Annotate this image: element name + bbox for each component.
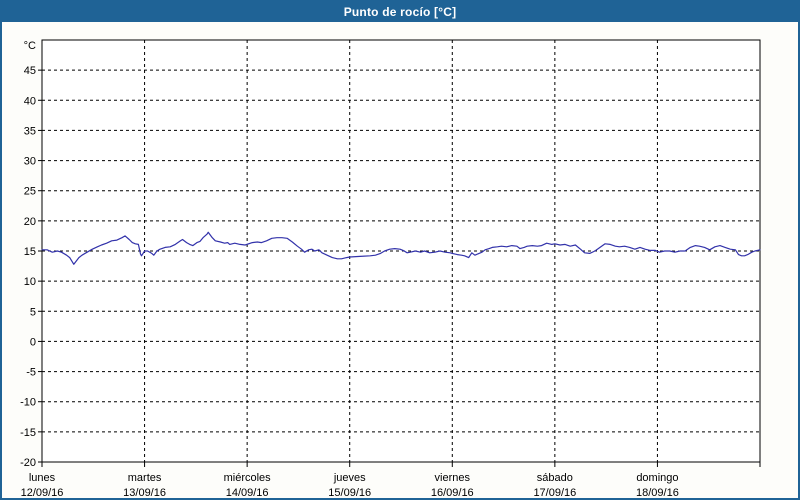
dew-point-series-line <box>41 231 761 265</box>
y-tick-label: -10 <box>20 397 36 409</box>
y-tick-label: 10 <box>24 276 36 288</box>
y-tick-label: -20 <box>20 457 36 469</box>
x-day-label: sábado <box>537 472 573 484</box>
x-day-label: viernes <box>435 472 471 484</box>
y-tick-label: -5 <box>26 367 36 379</box>
x-day-label: miércoles <box>224 472 272 484</box>
y-axis-unit-label: °C <box>24 40 36 52</box>
y-tick-label: 25 <box>24 186 36 198</box>
y-tick-label: 45 <box>24 65 36 77</box>
chart-area: 45 40 35 30 25 20 15 10 5 0 -5 -10 -15 -20 °C lunes 12/0… <box>2 22 798 498</box>
x-date-label: 17/09/16 <box>533 487 576 498</box>
plot-area <box>41 39 761 463</box>
x-date-label: 15/09/16 <box>328 487 371 498</box>
x-day-label: domingo <box>636 472 678 484</box>
x-date-label: 12/09/16 <box>21 487 64 498</box>
x-date-label: 16/09/16 <box>431 487 474 498</box>
x-day-label: martes <box>128 472 162 484</box>
y-tick-label: -15 <box>20 427 36 439</box>
y-tick-label: 30 <box>24 156 36 168</box>
dew-point-chart: 45 40 35 30 25 20 15 10 5 0 -5 -10 -15 -20 °C lunes 12/0… <box>20 39 761 498</box>
x-date-label: 18/09/16 <box>636 487 679 498</box>
y-tick-label: 35 <box>24 125 36 137</box>
chart-title-bar: Punto de rocío [°C] <box>2 2 798 22</box>
y-tick-label: 20 <box>24 216 36 228</box>
y-tick-label: 5 <box>30 306 36 318</box>
x-day-label: lunes <box>29 472 56 484</box>
x-date-label: 14/09/16 <box>226 487 269 498</box>
x-date-label: 13/09/16 <box>123 487 166 498</box>
y-tick-label: 0 <box>30 336 36 348</box>
x-day-label: jueves <box>333 472 366 484</box>
y-tick-label: 15 <box>24 246 36 258</box>
y-tick-label: 40 <box>24 95 36 107</box>
